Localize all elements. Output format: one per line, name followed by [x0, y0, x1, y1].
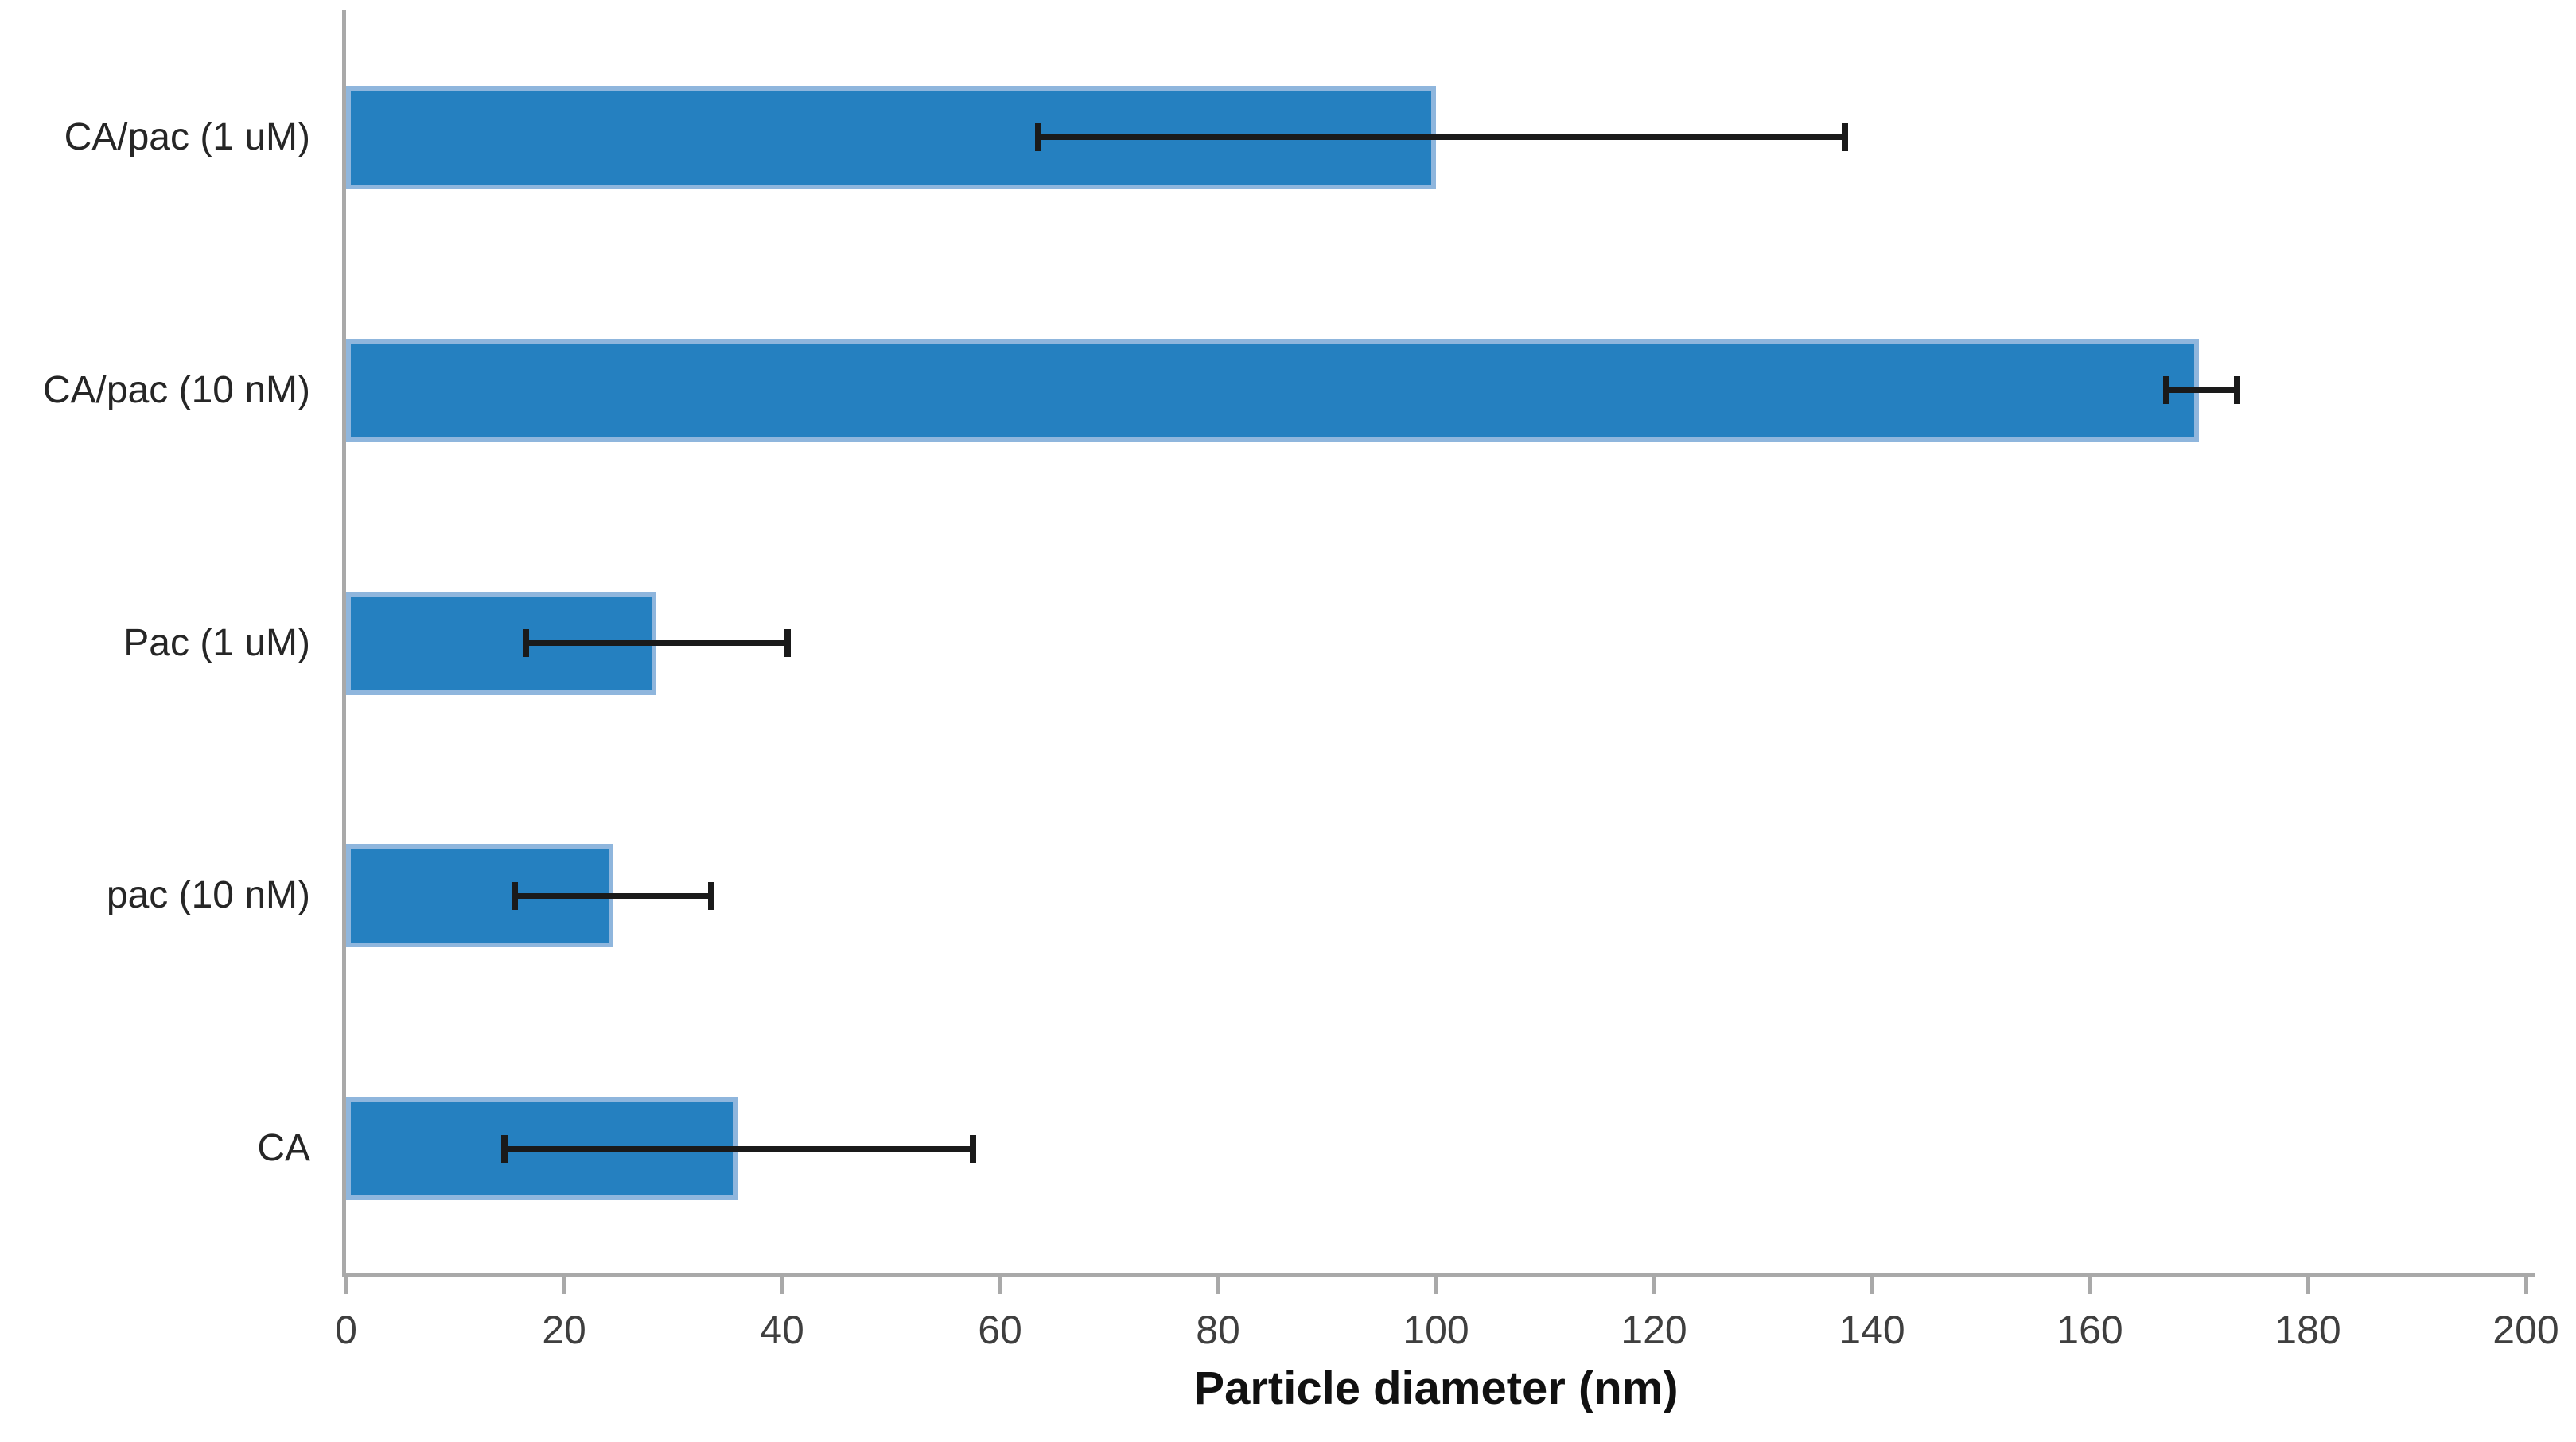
x-tick-mark-0 — [344, 1275, 348, 1294]
x-tick-label-200: 200 — [2492, 1308, 2559, 1352]
error-cap-right-3 — [784, 629, 791, 657]
x-axis-line — [342, 1273, 2535, 1277]
error-bar-5 — [500, 1134, 976, 1163]
x-tick-label-60: 60 — [978, 1308, 1022, 1352]
x-tick-label-180: 180 — [2274, 1308, 2341, 1352]
x-tick-mark-140 — [1870, 1275, 1874, 1294]
error-bar-1 — [1034, 123, 1848, 152]
y-axis-line — [342, 10, 346, 1275]
error-cap-left-2 — [2162, 376, 2169, 405]
error-cap-left-5 — [500, 1134, 508, 1163]
bar-2 — [346, 338, 2199, 442]
x-axis-title: Particle diameter (nm) — [1193, 1362, 1679, 1414]
category-label-5: CA — [257, 1127, 310, 1170]
x-tick-mark-200 — [2524, 1275, 2528, 1294]
error-cap-right-2 — [2233, 376, 2240, 405]
x-tick-label-160: 160 — [2057, 1308, 2123, 1352]
x-tick-label-0: 0 — [335, 1308, 357, 1352]
x-tick-mark-100 — [1434, 1275, 1438, 1294]
error-cap-right-1 — [1841, 123, 1848, 152]
x-tick-mark-60 — [998, 1275, 1002, 1294]
x-tick-label-140: 140 — [1839, 1308, 1905, 1352]
x-tick-mark-40 — [780, 1275, 784, 1294]
category-label-2: CA/pac (10 nM) — [42, 368, 310, 411]
x-tick-label-100: 100 — [1403, 1308, 1469, 1352]
error-cap-left-3 — [523, 629, 530, 657]
category-label-1: CA/pac (1 uM) — [64, 115, 310, 158]
error-bar-3 — [523, 629, 791, 657]
x-tick-mark-80 — [1216, 1275, 1220, 1294]
error-cap-left-4 — [512, 881, 519, 910]
error-cap-right-5 — [969, 1134, 976, 1163]
x-tick-mark-120 — [1652, 1275, 1656, 1294]
x-tick-label-120: 120 — [1621, 1308, 1687, 1352]
x-axis: 0 20 40 60 80 100 120 140 160 180 200 — [335, 1275, 2559, 1402]
error-bar-2 — [2162, 376, 2240, 405]
category-axis: CA/pac (1 uM) CA/pac (10 nM) Pac (1 uM) pac… — [0, 11, 310, 1275]
error-cap-right-4 — [707, 881, 714, 910]
x-tick-mark-160 — [2088, 1275, 2092, 1294]
bar-3 — [346, 591, 657, 695]
plot-area — [346, 11, 2526, 1275]
x-tick-label-40: 40 — [760, 1308, 804, 1352]
error-bar-4 — [512, 881, 714, 910]
category-label-3: Pac (1 uM) — [123, 621, 310, 664]
x-tick-label-80: 80 — [1196, 1308, 1240, 1352]
x-tick-mark-20 — [562, 1275, 566, 1294]
x-tick-label-20: 20 — [542, 1308, 586, 1352]
error-cap-left-1 — [1034, 123, 1041, 152]
category-label-4: pac (10 nM) — [106, 874, 310, 917]
x-tick-mark-180 — [2306, 1275, 2310, 1294]
